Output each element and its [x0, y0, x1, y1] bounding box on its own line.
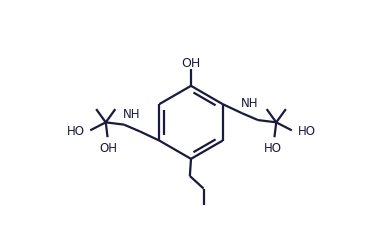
Text: OH: OH: [181, 57, 201, 70]
Text: HO: HO: [66, 125, 84, 138]
Text: OH: OH: [100, 142, 118, 155]
Text: HO: HO: [298, 125, 316, 138]
Text: HO: HO: [264, 142, 282, 155]
Text: NH: NH: [123, 108, 141, 121]
Text: NH: NH: [241, 97, 259, 110]
